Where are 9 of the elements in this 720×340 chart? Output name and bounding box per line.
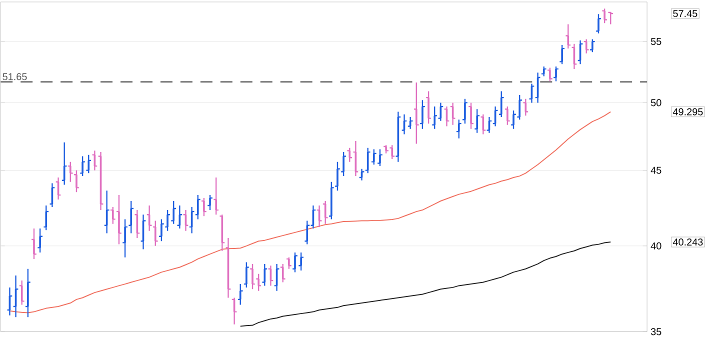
ref-line-label: 51.65: [2, 73, 27, 80]
y-tick-label: 55: [650, 38, 662, 46]
y-tick-label: 35: [650, 328, 662, 336]
y-tick-label: 45: [650, 166, 662, 174]
y-tick-label: 40: [650, 242, 662, 250]
y-tick-label: 50: [650, 99, 662, 106]
text: 40.243: [672, 238, 703, 246]
text: 49.295: [672, 108, 703, 116]
text: 57.45: [673, 10, 698, 18]
